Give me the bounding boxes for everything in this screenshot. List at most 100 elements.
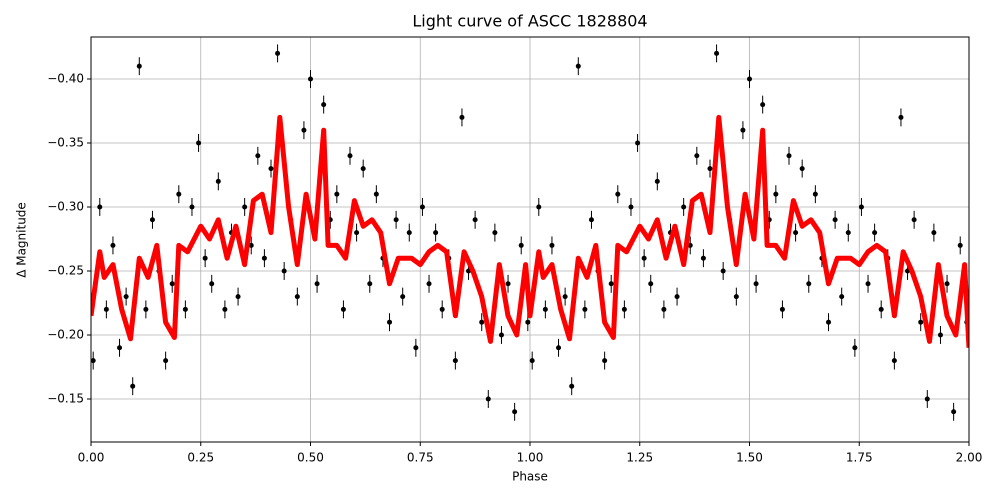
x-tick-label: 0.25 — [187, 451, 214, 465]
data-point — [268, 166, 274, 172]
data-point — [937, 332, 943, 338]
x-tick-label: 2.00 — [956, 451, 983, 465]
x-tick-label: 1.75 — [846, 451, 873, 465]
data-point — [556, 345, 562, 351]
data-point — [865, 281, 871, 287]
model-line — [91, 114, 969, 348]
data-point — [518, 242, 524, 248]
data-point — [588, 217, 594, 223]
data-point — [281, 268, 287, 274]
data-point — [492, 230, 498, 236]
data-point — [878, 306, 884, 312]
x-tick-label: 1.00 — [517, 451, 544, 465]
data-point — [714, 50, 720, 56]
data-point — [373, 191, 379, 197]
data-point — [845, 230, 851, 236]
data-point — [413, 345, 419, 351]
data-point — [582, 306, 588, 312]
data-point — [707, 166, 713, 172]
data-point — [525, 319, 531, 325]
data-point — [891, 358, 897, 364]
data-point — [898, 114, 904, 120]
data-point — [872, 230, 878, 236]
plot-area — [91, 44, 969, 421]
plot-frame — [90, 36, 970, 443]
y-tick-label: −0.35 — [47, 135, 84, 149]
data-point — [472, 217, 478, 223]
data-point — [635, 140, 641, 146]
data-point — [400, 294, 406, 300]
data-point — [360, 166, 366, 172]
data-point — [733, 294, 739, 300]
data-point — [103, 306, 109, 312]
data-point — [91, 358, 96, 364]
data-point — [839, 294, 845, 300]
data-point — [169, 281, 175, 287]
data-point — [628, 204, 634, 210]
data-point — [512, 409, 518, 415]
data-point — [799, 166, 805, 172]
data-point — [681, 204, 687, 210]
data-point — [426, 281, 432, 287]
data-point — [608, 281, 614, 287]
x-tick-label: 0.75 — [407, 451, 434, 465]
x-tick-label: 0.50 — [297, 451, 324, 465]
data-point — [911, 217, 917, 223]
data-point — [779, 306, 785, 312]
data-point — [433, 230, 439, 236]
data-point — [163, 358, 169, 364]
data-point — [347, 153, 353, 159]
data-point — [654, 178, 660, 184]
data-point — [314, 281, 320, 287]
data-point — [858, 204, 864, 210]
data-point — [569, 383, 575, 389]
x-tick-label: 0.00 — [78, 451, 105, 465]
data-point — [334, 191, 340, 197]
y-tick-label: −0.20 — [47, 327, 84, 341]
data-point — [406, 230, 412, 236]
data-point — [700, 255, 706, 261]
data-point — [459, 114, 465, 120]
data-point — [149, 217, 155, 223]
data-point — [648, 281, 654, 287]
x-axis-label: Phase — [512, 470, 548, 484]
data-point — [793, 230, 799, 236]
data-point — [130, 383, 136, 389]
data-point — [136, 63, 142, 69]
x-tick-label: 1.50 — [736, 451, 763, 465]
data-point — [321, 102, 327, 108]
data-point — [760, 102, 766, 108]
data-point — [308, 76, 313, 82]
data-point — [97, 204, 103, 210]
data-point — [261, 255, 267, 261]
data-point — [393, 217, 399, 223]
data-point — [485, 396, 491, 402]
data-point — [209, 281, 215, 287]
data-point — [562, 294, 568, 300]
data-point — [957, 242, 963, 248]
data-point — [753, 281, 759, 287]
data-point — [182, 306, 188, 312]
data-point — [694, 153, 700, 159]
data-point — [931, 230, 937, 236]
data-point — [255, 153, 261, 159]
data-point — [918, 319, 924, 325]
data-point — [832, 217, 838, 223]
data-point — [143, 306, 149, 312]
data-point — [661, 306, 667, 312]
data-point — [235, 294, 241, 300]
data-point — [110, 242, 116, 248]
chart-title: Light curve of ASCC 1828804 — [412, 12, 647, 31]
x-tick-label: 1.25 — [626, 451, 653, 465]
data-point — [852, 345, 858, 351]
data-point — [826, 319, 832, 325]
data-point — [641, 255, 647, 261]
y-tick-label: −0.30 — [47, 199, 84, 213]
data-point — [196, 140, 202, 146]
data-point — [951, 409, 957, 415]
data-point — [536, 204, 542, 210]
data-point — [479, 319, 485, 325]
data-point — [498, 332, 504, 338]
data-point — [621, 306, 627, 312]
